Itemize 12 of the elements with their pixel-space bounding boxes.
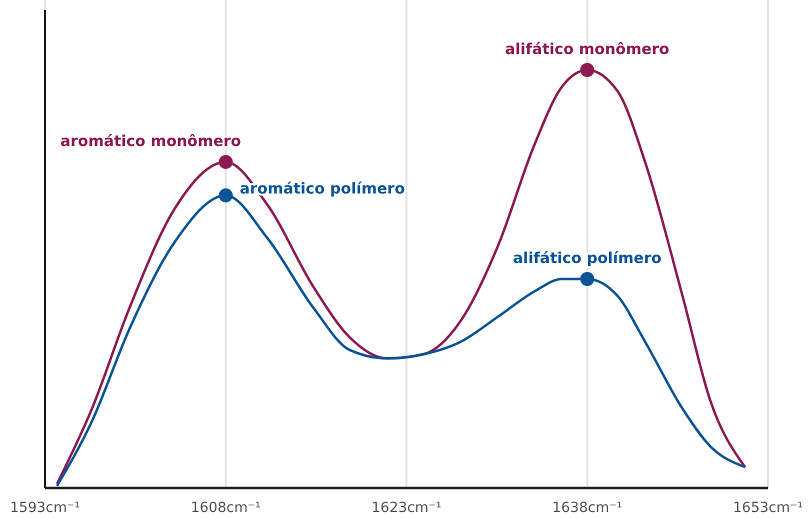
- x-tick-label: 1593cm⁻¹: [10, 500, 80, 516]
- x-tick-label: 1638cm⁻¹: [552, 500, 622, 516]
- x-tick-label: 1653cm⁻¹: [733, 500, 803, 516]
- series-label: aromático monômero: [60, 132, 242, 150]
- point: [580, 63, 594, 77]
- x-tick-label: 1608cm⁻¹: [190, 500, 261, 516]
- series-label: alifático polímero: [512, 249, 662, 267]
- series-label: alifático monômero: [505, 40, 670, 58]
- point: [218, 154, 233, 169]
- point: [580, 272, 594, 286]
- point: [218, 188, 233, 202]
- x-tick-label: 1623cm⁻¹: [372, 500, 442, 516]
